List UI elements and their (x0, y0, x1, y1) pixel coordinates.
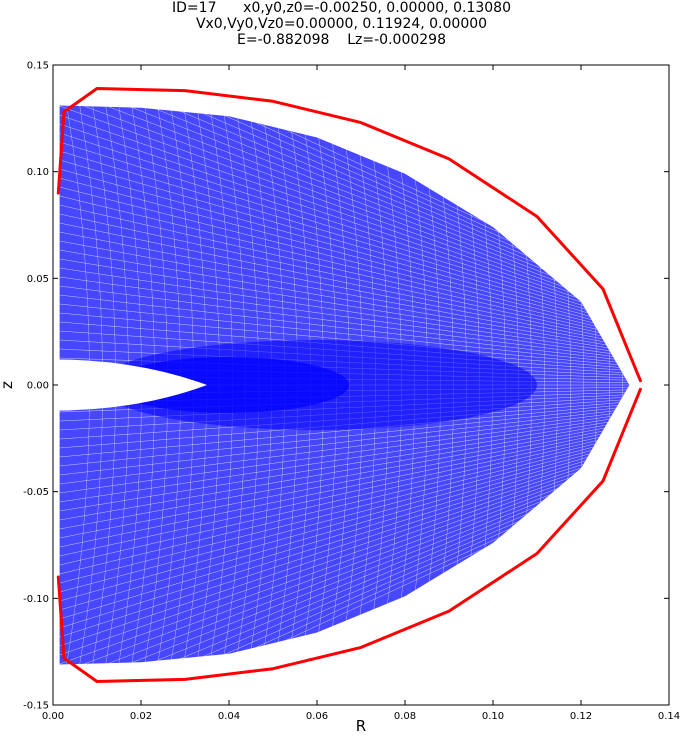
title-line-1: ID=17 x0,y0,z0=-0.00250, 0.00000, 0.1308… (172, 0, 511, 16)
title-line-2: Vx0,Vy0,Vz0=0.00000, 0.11924, 0.00000 (195, 16, 488, 32)
title-line-3: E=-0.882098 Lz=-0.000298 (237, 32, 446, 48)
x-axis-label: R (356, 717, 366, 735)
x-tick-label: 0.00 (42, 711, 64, 722)
x-tick-label: 0.14 (658, 711, 680, 722)
x-tick-label: 0.06 (306, 711, 328, 722)
series-line-2 (56, 387, 642, 683)
y-tick-label: -0.05 (23, 487, 49, 498)
inner-forbidden-region (53, 359, 207, 411)
y-tick-label: -0.15 (23, 701, 49, 712)
y-tick-label: 0.00 (27, 381, 49, 392)
y-tick-label: -0.10 (23, 594, 49, 605)
y-tick-label: 0.05 (27, 274, 49, 285)
x-tick-label: 0.10 (482, 711, 504, 722)
x-tick-label: 0.12 (570, 711, 592, 722)
chart-title: ID=17 x0,y0,z0=-0.00250, 0.00000, 0.1308… (0, 0, 683, 48)
y-tick-label: 0.15 (27, 61, 49, 72)
x-tick-label: 0.08 (394, 711, 416, 722)
y-tick-label: 0.10 (27, 167, 49, 178)
x-tick-label: 0.04 (218, 711, 240, 722)
x-tick-label: 0.02 (130, 711, 152, 722)
series-line-1 (56, 87, 642, 383)
y-axis-label: z (0, 381, 16, 389)
